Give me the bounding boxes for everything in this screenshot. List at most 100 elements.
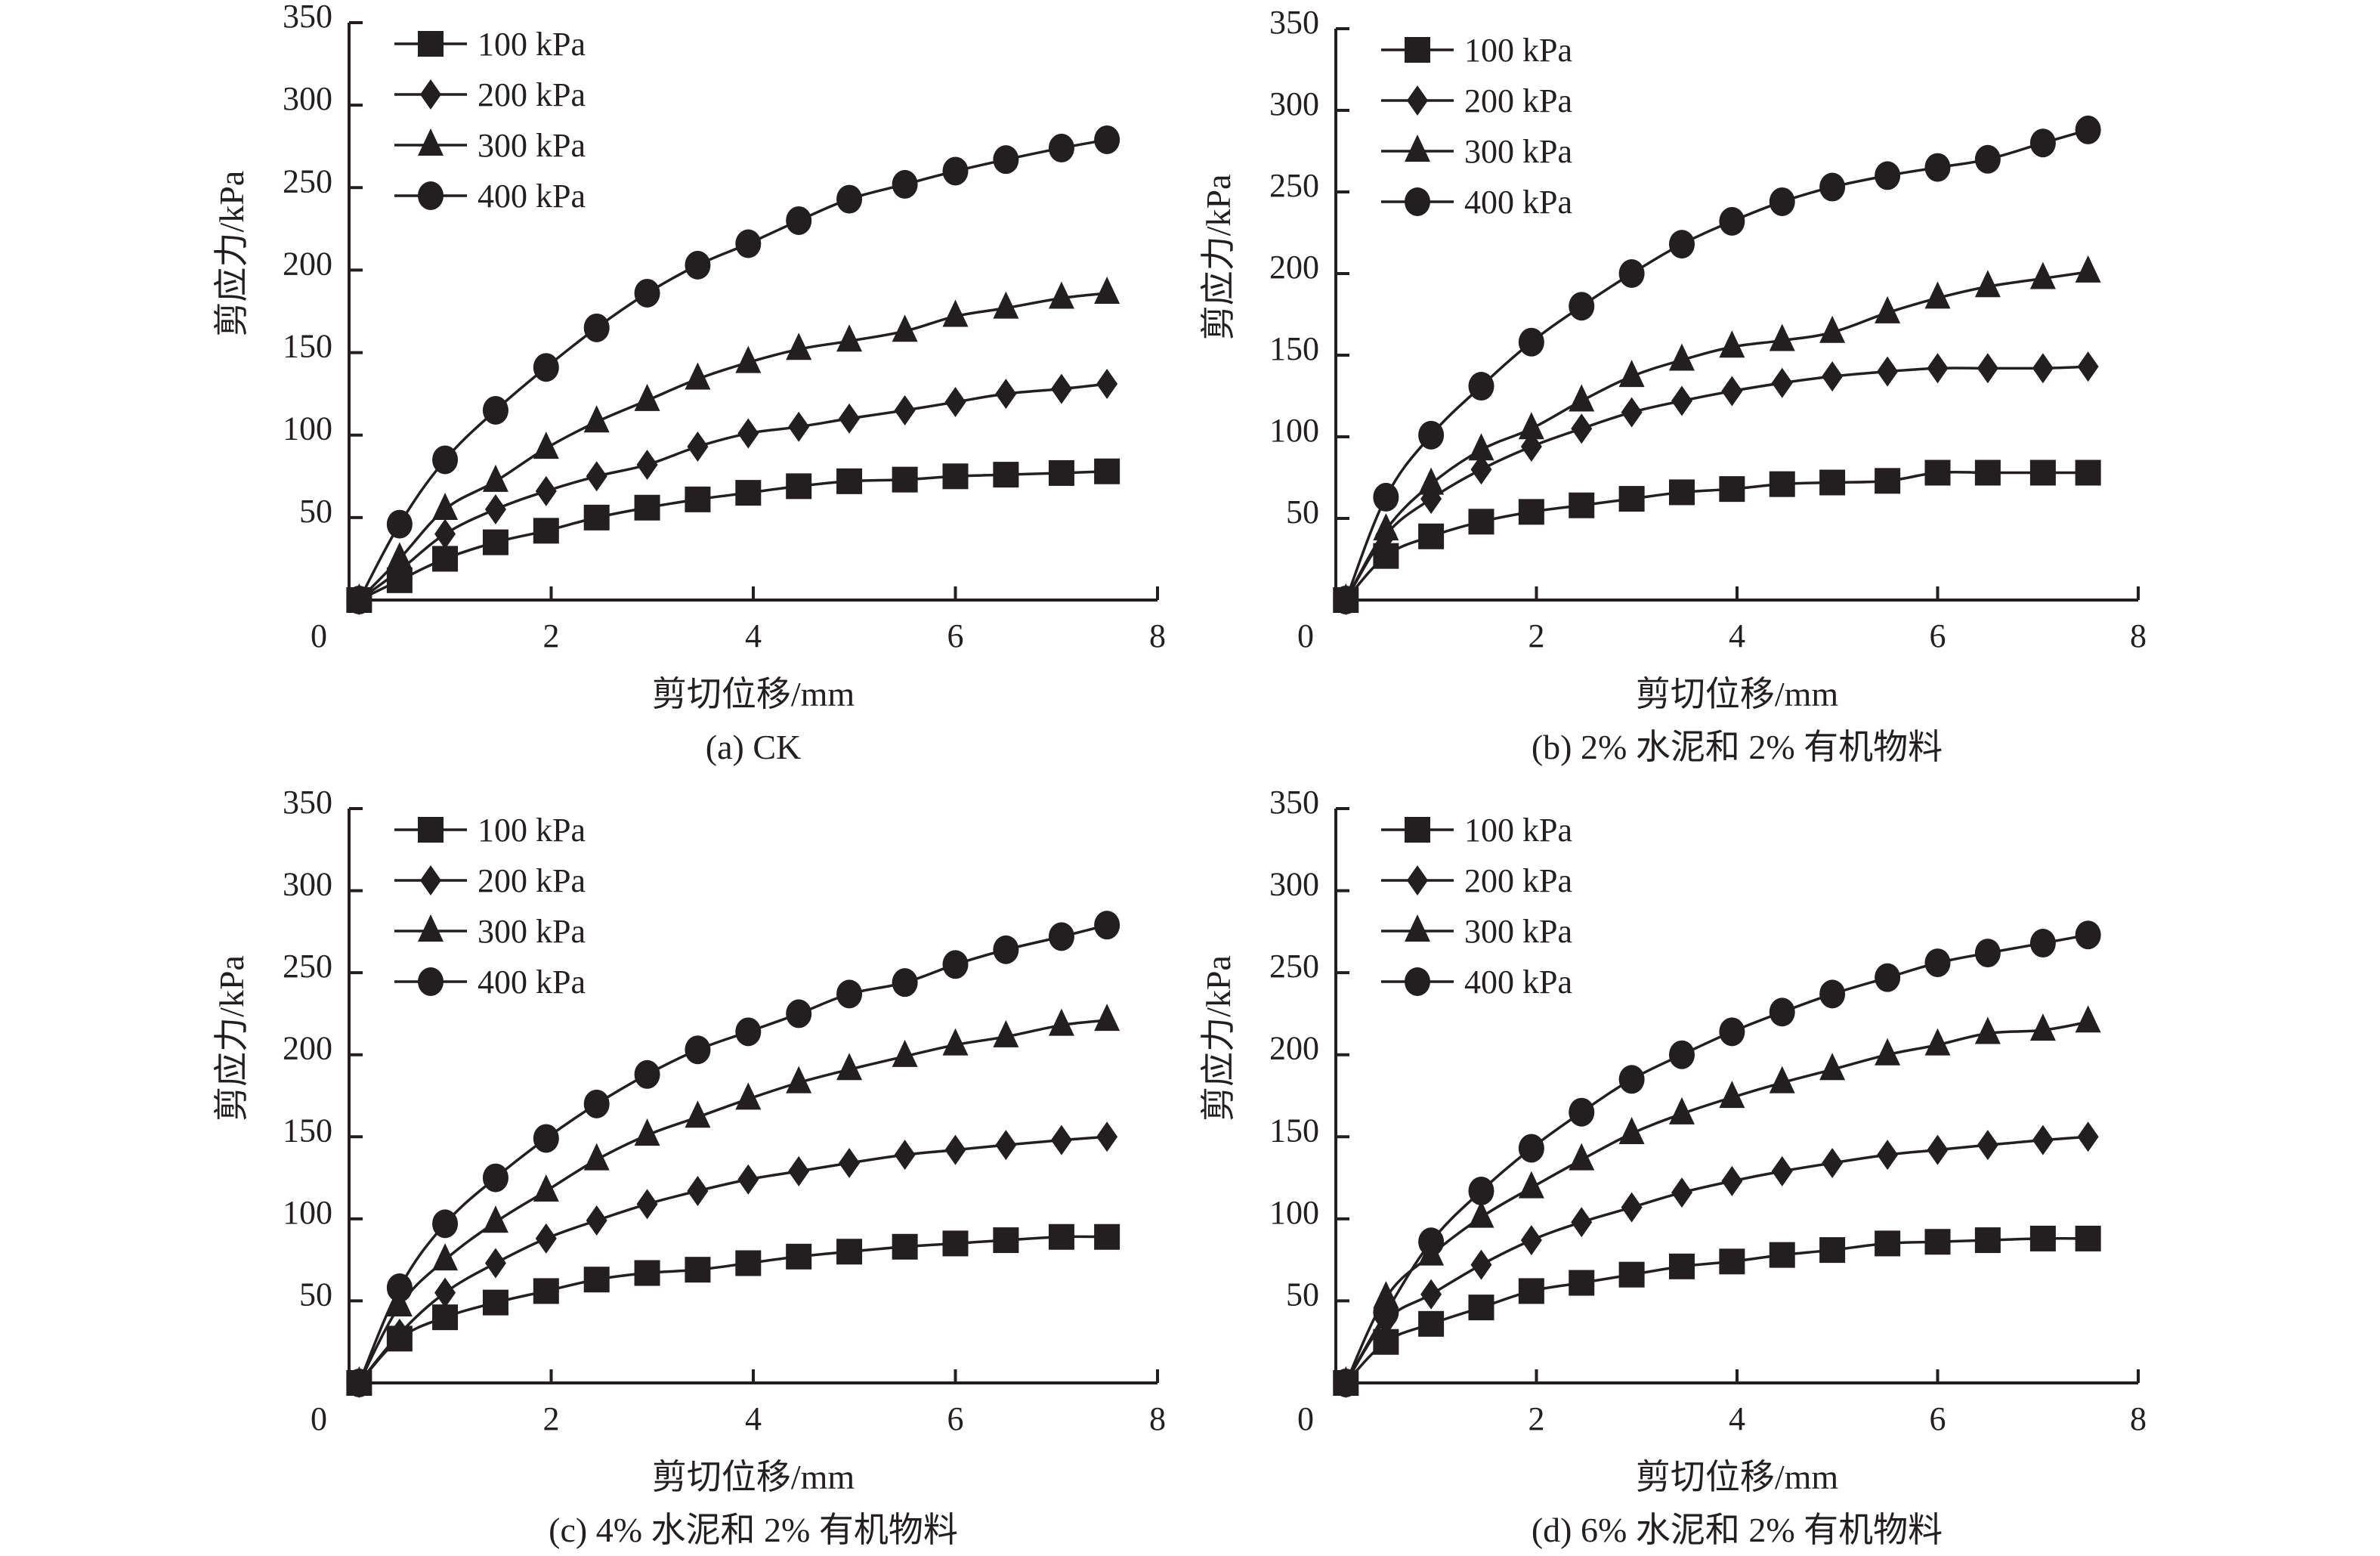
data-point-diamond <box>1470 1249 1492 1280</box>
data-point-triangle <box>1875 295 1901 323</box>
data-point-circle <box>482 1163 508 1193</box>
data-point-square <box>1668 479 1695 506</box>
data-point-triangle <box>2029 1013 2056 1041</box>
data-point-square <box>1518 1278 1544 1304</box>
data-point-diamond <box>894 394 916 425</box>
data-point-triangle <box>685 362 711 390</box>
data-point-circle <box>1769 998 1795 1027</box>
x-tick-label: 6 <box>1930 1400 1946 1437</box>
data-point-triangle <box>1769 1066 1795 1094</box>
data-point-circle <box>1719 206 1745 236</box>
data-point-diamond <box>1096 1121 1118 1152</box>
legend: 100 kPa 200 kPa 300 kPa 400 kPa <box>394 812 586 1001</box>
legend-diamond-icon <box>1407 865 1428 896</box>
data-point-circle <box>386 1273 413 1303</box>
legend-label: 200 kPa <box>478 862 586 899</box>
chart-panel-a: 50 100 150 200 250 300 350 0 2 4 6 8 剪切位移/mm 剪应力/kPa (… <box>212 0 1166 766</box>
y-tick-label: 250 <box>283 948 332 985</box>
data-point-diamond <box>535 1223 557 1254</box>
x-tick-label: 6 <box>947 1400 964 1437</box>
data-point-diamond <box>1822 361 1844 392</box>
y-tick-label: 250 <box>283 162 332 200</box>
y-tick-label: 350 <box>283 784 332 821</box>
data-point-circle <box>432 1209 459 1239</box>
x-axis-title: 剪切位移/mm <box>1636 1458 1839 1496</box>
data-point-circle <box>1924 153 1951 182</box>
y-tick-label: 300 <box>1269 866 1319 903</box>
data-point-circle <box>2075 115 2101 144</box>
data-point-circle <box>1719 1017 1745 1047</box>
data-point-square <box>735 480 762 506</box>
series-line <box>1344 1020 2088 1384</box>
data-point-circle <box>735 229 762 258</box>
data-point-square <box>1819 1237 1846 1264</box>
data-point-diamond <box>586 1205 607 1236</box>
data-point-diamond <box>1671 385 1692 416</box>
legend-label: 400 kPa <box>1464 184 1572 221</box>
x-tick-label: 0 <box>311 1400 327 1437</box>
series-400-kpa <box>1333 115 2101 614</box>
series-100-kpa <box>1333 459 2101 613</box>
y-tick-label: 200 <box>283 1030 332 1067</box>
legend-label: 200 kPa <box>1464 862 1572 899</box>
data-point-triangle <box>892 314 918 342</box>
data-point-triangle <box>1373 513 1399 541</box>
y-tick-label: 300 <box>283 80 332 117</box>
legend-circle-icon <box>418 967 444 996</box>
data-point-triangle <box>1518 412 1544 440</box>
x-tick-label: 0 <box>1297 617 1314 654</box>
y-tick-label: 50 <box>299 493 332 530</box>
data-point-square <box>432 546 459 572</box>
data-point-diamond <box>1771 1155 1793 1186</box>
legend-label: 100 kPa <box>478 26 586 63</box>
legend-label: 300 kPa <box>478 127 586 164</box>
y-tick-label: 350 <box>1269 4 1319 41</box>
data-point-triangle <box>634 1118 660 1146</box>
panel-caption: (b) 2% 水泥和 2% 有机物料 <box>1532 728 1943 766</box>
y-tick-label: 50 <box>299 1276 332 1313</box>
x-axis-title: 剪切位移/mm <box>1636 675 1839 713</box>
series-line <box>357 138 1108 601</box>
data-point-square <box>1719 1248 1745 1275</box>
data-point-diamond <box>1420 1279 1442 1310</box>
data-point-circle <box>892 968 918 998</box>
series-line <box>357 1019 1108 1384</box>
legend-label: 100 kPa <box>1464 812 1572 849</box>
data-point-circle <box>1618 1065 1645 1094</box>
data-point-triangle <box>1418 467 1445 495</box>
data-point-square <box>1769 1242 1795 1268</box>
y-tick-label: 100 <box>1269 412 1319 449</box>
legend-diamond-icon <box>420 79 441 110</box>
data-point-circle <box>1974 939 2001 968</box>
data-point-circle <box>1333 1369 1359 1397</box>
series-line <box>1344 470 2088 602</box>
data-point-diamond <box>1977 353 1998 384</box>
data-point-square <box>1924 459 1951 486</box>
data-point-diamond <box>388 1318 410 1349</box>
data-point-square <box>1769 471 1795 497</box>
data-point-square <box>993 1227 1019 1254</box>
x-tick-label: 0 <box>311 617 327 654</box>
data-point-diamond <box>1927 353 1949 384</box>
x-tick-label: 8 <box>1149 1400 1166 1437</box>
data-point-circle <box>1769 187 1795 216</box>
data-point-diamond <box>944 1134 966 1165</box>
chart-panel-c: 50 100 150 200 250 300 350 0 2 4 6 8 剪切位移/mm 剪应力/kPa (… <box>212 784 1166 1549</box>
data-point-square <box>1048 459 1074 486</box>
data-point-triangle <box>786 333 812 360</box>
data-point-circle <box>1875 161 1901 190</box>
data-point-diamond <box>788 1155 810 1186</box>
data-point-circle <box>786 206 812 235</box>
series-300-kpa <box>346 276 1120 611</box>
data-point-square <box>482 529 508 555</box>
legend-label: 100 kPa <box>1464 32 1572 69</box>
data-point-triangle <box>1719 1081 1745 1109</box>
x-tick-label: 2 <box>1528 1400 1545 1437</box>
data-point-circle <box>634 278 660 308</box>
legend-diamond-icon <box>420 865 441 896</box>
data-point-square <box>2029 1225 2056 1251</box>
series-line <box>358 292 1108 602</box>
series-100-kpa <box>1333 1225 2101 1396</box>
data-point-triangle <box>1569 1143 1595 1171</box>
data-point-square <box>583 1267 610 1293</box>
